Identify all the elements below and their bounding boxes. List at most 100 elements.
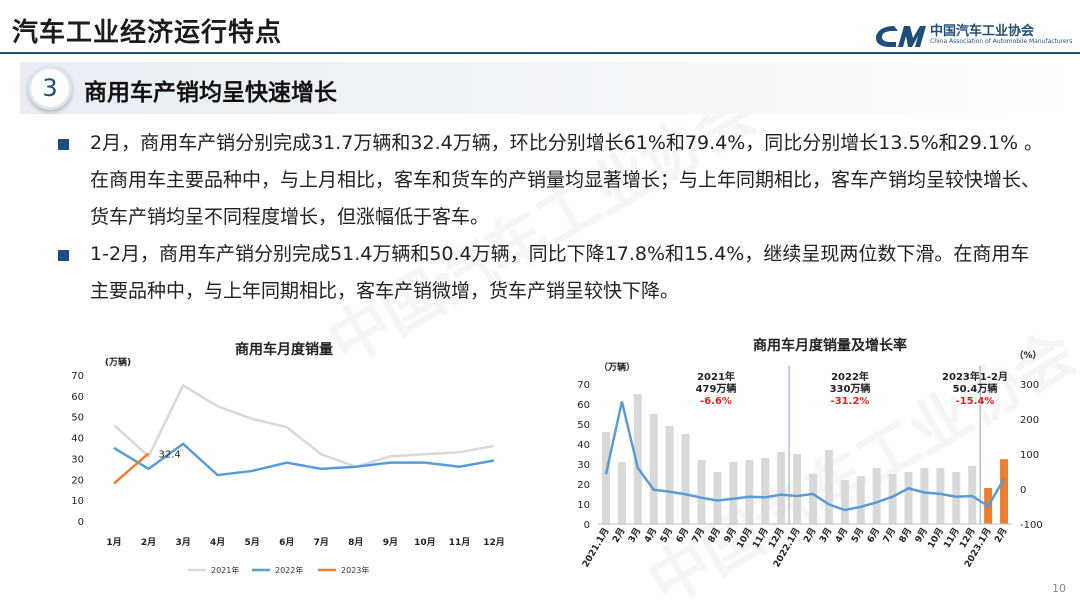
bar — [713, 472, 722, 524]
y-axis-unit: （万辆） — [599, 361, 635, 373]
y-tick-label: 50 — [577, 420, 590, 431]
bullet-item: 2月，商用车产销分别完成31.7万辆和32.4万辆，环比分别增长61%和79.4… — [58, 125, 1048, 236]
y-tick-label: 40 — [71, 434, 84, 445]
bar — [729, 462, 738, 524]
legend-label: 2022年 — [275, 565, 303, 575]
chart-title: 商用车月度销量 — [235, 341, 333, 358]
bar — [793, 454, 802, 524]
x-tick-label: 11月 — [449, 537, 471, 548]
x-tick-label: 6月 — [279, 537, 294, 548]
bullet-square-icon — [58, 250, 69, 261]
y-tick-label: 50 — [71, 413, 84, 424]
y-tick-label: 70 — [71, 371, 84, 382]
annotation-volume: 330万辆 — [830, 382, 871, 395]
y2-tick-label: 200 — [1020, 415, 1039, 426]
x-tick-label: 9月 — [383, 537, 398, 548]
series-line-2021年 — [113, 383, 495, 469]
series-line-2022年 — [113, 442, 495, 477]
x-tick-label: 8月 — [348, 537, 363, 548]
x-tick-label: 3月 — [817, 526, 834, 545]
x-tick-label: 8月 — [897, 526, 914, 545]
y-tick-label: 60 — [71, 392, 84, 403]
annotation-growth: -31.2% — [831, 396, 870, 407]
x-tick-label: 3月 — [626, 526, 643, 545]
y-tick-label: 60 — [577, 400, 590, 411]
bar — [872, 468, 881, 524]
y2-tick-label: 300 — [1020, 380, 1039, 391]
y-tick-label: 10 — [71, 496, 84, 507]
header-divider — [0, 52, 1080, 54]
bar — [681, 434, 690, 524]
logo-text-cn: 中国汽车工业协会 — [930, 24, 1035, 39]
y2-tick-label: 0 — [1020, 485, 1026, 496]
x-tick-label: 4月 — [642, 526, 659, 545]
x-tick-label: 2月 — [801, 526, 818, 545]
logo: 中国汽车工业协会 China Association of Automobile… — [872, 18, 1072, 50]
data-label: 32.4 — [159, 449, 181, 460]
x-tick-label: 1月 — [106, 537, 121, 548]
annotation-year: 2022年 — [831, 370, 869, 383]
x-tick-label: 2月 — [992, 526, 1009, 545]
bar — [920, 468, 929, 524]
y-tick-label: 0 — [78, 517, 84, 528]
bar — [617, 462, 626, 524]
x-tick-label: 6月 — [865, 526, 882, 545]
x-tick-label: 7月 — [881, 526, 898, 545]
x-tick-label: 4月 — [210, 537, 225, 548]
bar — [649, 414, 658, 524]
bar — [808, 474, 817, 524]
bullet-list: 2月，商用车产销分别完成31.7万辆和32.4万辆，环比分别增长61%和79.4… — [58, 125, 1048, 310]
bar — [952, 472, 961, 524]
header: 汽车工业经济运行特点 中国汽车工业协会 China Association of… — [0, 0, 1080, 60]
bar — [697, 460, 706, 524]
chart-title: 商用车月度销量及增长率 — [753, 337, 907, 354]
bullet-item: 1-2月，商用车产销分别完成51.4万辆和50.4万辆，同比下降17.8%和15… — [58, 236, 1048, 310]
bullet-text: 1-2月，商用车产销分别完成51.4万辆和50.4万辆，同比下降17.8%和15… — [90, 243, 1030, 302]
annotation-volume: 50.4万辆 — [953, 382, 998, 395]
annotation-growth: -6.6% — [700, 396, 732, 407]
bar — [824, 450, 833, 524]
x-tick-label: 12月 — [483, 537, 505, 548]
y-tick-label: 20 — [71, 475, 84, 486]
growth-rate-line — [604, 401, 1006, 512]
bar — [745, 460, 754, 524]
y-tick-label: 10 — [577, 500, 590, 511]
y-axis-unit: (万辆) — [105, 356, 131, 368]
y2-axis-unit: （%） — [1014, 350, 1041, 361]
x-tick-label: 5月 — [658, 526, 675, 545]
annotation-year: 2023年1-2月 — [942, 370, 1008, 383]
bullet-text: 2月，商用车产销分别完成31.7万辆和32.4万辆，环比分别增长61%和79.4… — [90, 132, 1044, 228]
annotation-volume: 479万辆 — [696, 382, 737, 395]
x-tick-label: 3月 — [175, 537, 190, 548]
y-tick-label: 20 — [577, 480, 590, 491]
x-tick-label: 5月 — [245, 537, 260, 548]
x-tick-label: 5月 — [849, 526, 866, 545]
bar — [777, 452, 786, 524]
bar — [888, 474, 897, 524]
section-number: 3 — [28, 66, 72, 110]
bar — [840, 480, 849, 524]
annotation-growth: -15.4% — [956, 396, 995, 407]
bullet-square-icon — [58, 139, 69, 150]
y-tick-label: 0 — [584, 520, 590, 531]
y-tick-label: 30 — [71, 454, 84, 465]
page-number: 10 — [1052, 582, 1066, 595]
y-tick-label: 70 — [577, 380, 590, 391]
bar — [761, 458, 770, 524]
y-tick-label: 30 — [577, 460, 590, 471]
x-tick-label: 8月 — [706, 526, 723, 545]
page-title: 汽车工业经济运行特点 — [12, 18, 283, 48]
x-tick-label: 2月 — [141, 537, 156, 548]
series-line-2023年 — [113, 452, 150, 485]
caam-logo-icon — [876, 26, 926, 47]
x-tick-label: 10月 — [414, 537, 436, 548]
x-tick-label: 4月 — [833, 526, 850, 545]
legend-label: 2023年 — [341, 565, 369, 575]
bar — [856, 476, 865, 524]
bar — [665, 426, 674, 524]
x-tick-label: 7月 — [690, 526, 707, 545]
bar — [601, 432, 610, 524]
x-tick-label: 7月 — [314, 537, 329, 548]
bar — [1000, 459, 1009, 524]
